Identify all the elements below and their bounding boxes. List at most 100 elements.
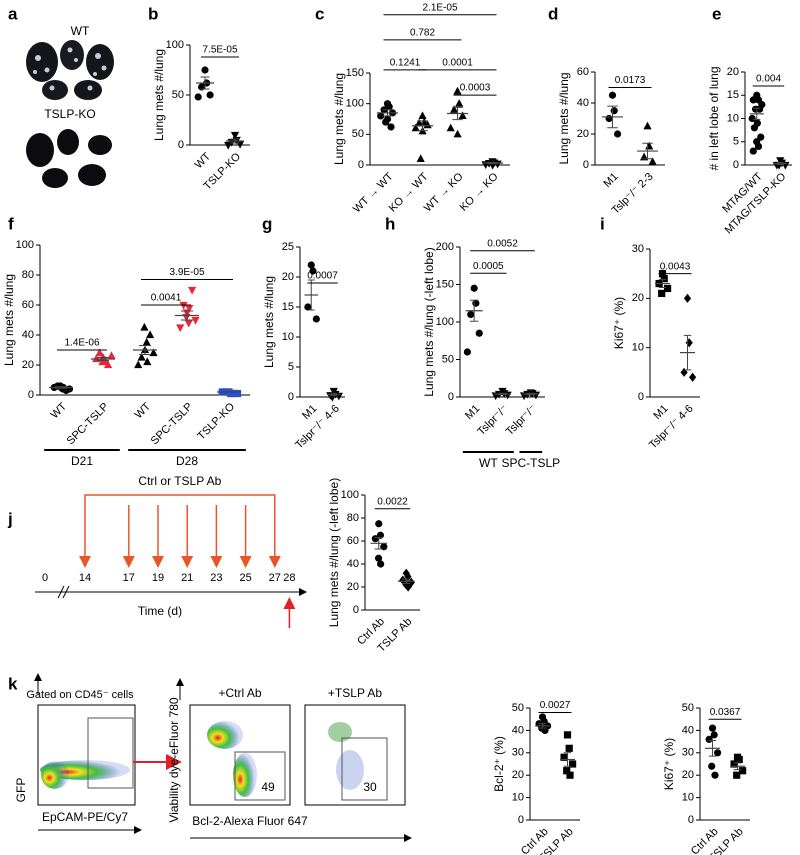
data-point bbox=[387, 123, 395, 131]
panel-label: c bbox=[315, 4, 324, 23]
time-label: Time (d) bbox=[138, 604, 182, 618]
y-tick-label: 100 bbox=[436, 316, 454, 328]
y-tick-label: 80 bbox=[347, 512, 359, 524]
data-point bbox=[374, 554, 383, 562]
data-point bbox=[739, 767, 747, 775]
data-point bbox=[730, 760, 738, 768]
data-point bbox=[735, 755, 743, 764]
gate-percent: 30 bbox=[363, 780, 377, 794]
data-point bbox=[191, 316, 200, 325]
x-tick-label: Tslpr⁻/⁻ bbox=[475, 403, 510, 438]
day-label: 25 bbox=[239, 572, 251, 584]
flow-x-label: Bcl-2-Alexa Fluor 647 bbox=[192, 814, 308, 828]
y-tick-label: 80 bbox=[22, 269, 34, 281]
p-value: 0.0007 bbox=[307, 271, 338, 282]
x-tick-label: M1 bbox=[463, 403, 482, 422]
error-bar bbox=[498, 392, 507, 396]
y-tick-label: 20 bbox=[577, 128, 589, 140]
y-tick-label: 20 bbox=[727, 66, 739, 78]
data-point bbox=[757, 133, 765, 141]
flow-x-label: EpCAM-PE/Cy7 bbox=[42, 810, 128, 824]
data-point bbox=[458, 111, 467, 120]
y-tick-label: 40 bbox=[577, 97, 589, 109]
y-axis-label: Lung mets #/lung bbox=[332, 73, 346, 165]
y-tick-label: 40 bbox=[22, 329, 34, 341]
y-tick-label: 5 bbox=[288, 361, 294, 373]
error-bar bbox=[417, 120, 428, 132]
lung-photos bbox=[26, 40, 114, 188]
y-axis-label: Lung mets #/lung bbox=[262, 276, 276, 368]
data-point bbox=[377, 560, 385, 568]
y-tick-label: 10 bbox=[727, 112, 739, 124]
data-point bbox=[733, 771, 741, 779]
data-point bbox=[137, 352, 146, 361]
y-tick-label: 150 bbox=[436, 278, 454, 290]
data-point bbox=[375, 520, 383, 528]
data-point bbox=[710, 731, 718, 739]
error-bar bbox=[330, 392, 338, 397]
error-bar bbox=[469, 299, 479, 322]
data-point bbox=[312, 315, 320, 323]
photo-label: WT bbox=[71, 24, 90, 38]
error-bar bbox=[733, 762, 742, 771]
data-point bbox=[418, 111, 427, 120]
error-bar bbox=[452, 106, 463, 121]
p-value: 0.0005 bbox=[473, 261, 504, 272]
y-axis-label: Ki67⁺ (%) bbox=[662, 738, 676, 790]
y-tick-label: 0 bbox=[358, 159, 364, 171]
data-point bbox=[683, 293, 692, 303]
data-point bbox=[569, 760, 577, 768]
day-label: 0 bbox=[42, 572, 48, 584]
x-tick-label: SPC-TSLP bbox=[149, 401, 196, 448]
error-bar bbox=[487, 162, 498, 165]
p-value: 0.004 bbox=[756, 74, 781, 85]
data-point bbox=[463, 348, 471, 356]
x-tick-label: KO → KO bbox=[458, 170, 501, 213]
error-bar bbox=[642, 142, 653, 160]
day-label: 23 bbox=[210, 572, 222, 584]
flow-y-label: Viability dye-eFluor 780 bbox=[167, 697, 181, 823]
data-point bbox=[610, 107, 618, 115]
data-point bbox=[194, 93, 202, 101]
y-tick-label: 0 bbox=[688, 814, 694, 826]
data-point bbox=[230, 131, 240, 140]
error-bar bbox=[402, 578, 411, 585]
data-point bbox=[689, 372, 697, 382]
p-value: 0.0052 bbox=[487, 238, 518, 249]
error-bar bbox=[223, 391, 235, 393]
data-point bbox=[176, 324, 185, 333]
y-tick-label: 40 bbox=[347, 558, 359, 570]
data-point bbox=[415, 118, 424, 127]
data-point bbox=[399, 575, 407, 585]
y-axis-label: Ki67⁺ (%) bbox=[612, 297, 626, 349]
p-value: 0.0001 bbox=[442, 58, 473, 69]
data-point bbox=[711, 771, 719, 779]
y-tick-label: 60 bbox=[577, 66, 589, 78]
x-tick-label: TSLP-KO bbox=[195, 400, 237, 442]
group-label: D21 bbox=[71, 454, 93, 468]
photo-label: TSLP-KO bbox=[44, 107, 95, 121]
y-tick-label: 60 bbox=[22, 299, 34, 311]
x-tick-label: SPC-TSLP bbox=[65, 401, 112, 448]
p-value: 7.5E-05 bbox=[202, 45, 237, 56]
y-tick-label: 100 bbox=[341, 489, 359, 501]
error-bar bbox=[55, 386, 67, 389]
data-point bbox=[142, 337, 151, 346]
error-bar bbox=[200, 76, 210, 90]
p-value: 0.0367 bbox=[710, 707, 741, 718]
data-point bbox=[453, 129, 462, 138]
data-point bbox=[307, 261, 315, 269]
data-point bbox=[714, 749, 722, 757]
data-point bbox=[608, 91, 617, 99]
data-point bbox=[377, 112, 385, 120]
y-tick-label: 25 bbox=[282, 241, 294, 253]
data-point bbox=[470, 284, 478, 292]
y-tick-label: 150 bbox=[346, 67, 364, 79]
error-bar bbox=[776, 162, 784, 166]
data-point bbox=[233, 389, 242, 398]
x-tick-label: WT bbox=[193, 150, 214, 171]
day-label: 28 bbox=[283, 572, 295, 584]
data-point bbox=[685, 338, 693, 348]
panel-label: a bbox=[8, 4, 18, 23]
